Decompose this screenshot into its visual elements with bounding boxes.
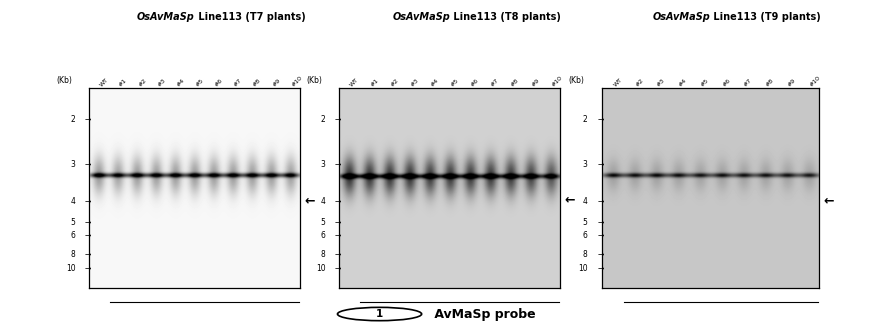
Text: →: → <box>85 230 91 240</box>
Text: 4: 4 <box>320 196 325 206</box>
Text: →: → <box>335 263 341 273</box>
Text: Line113 (T7 plants): Line113 (T7 plants) <box>195 12 305 22</box>
Text: →: → <box>597 249 603 259</box>
Text: ←: ← <box>565 193 575 207</box>
Text: 3: 3 <box>582 160 588 169</box>
Text: →: → <box>335 217 341 227</box>
Text: (Kb): (Kb) <box>306 76 322 85</box>
Text: ←: ← <box>824 194 834 208</box>
Text: 8: 8 <box>71 249 75 259</box>
Text: 2: 2 <box>71 115 75 124</box>
Text: 2: 2 <box>583 115 588 124</box>
Text: 5: 5 <box>70 217 75 227</box>
Text: 10: 10 <box>316 263 325 273</box>
Text: →: → <box>597 263 603 273</box>
Text: Line113 (T9 plants): Line113 (T9 plants) <box>710 12 821 22</box>
Text: 10: 10 <box>66 263 75 273</box>
Text: 4: 4 <box>70 196 75 206</box>
Text: 5: 5 <box>320 217 325 227</box>
Text: →: → <box>85 217 91 227</box>
Text: (Kb): (Kb) <box>56 76 72 85</box>
Text: 2: 2 <box>321 115 325 124</box>
Text: →: → <box>85 160 91 169</box>
Text: →: → <box>597 217 603 227</box>
Text: →: → <box>85 115 91 124</box>
Text: ←: ← <box>304 194 315 208</box>
Text: 6: 6 <box>70 230 75 240</box>
Text: Line113 (T8 plants): Line113 (T8 plants) <box>450 12 560 22</box>
Text: 8: 8 <box>321 249 325 259</box>
Text: 4: 4 <box>582 196 588 206</box>
Text: →: → <box>597 230 603 240</box>
Text: →: → <box>85 249 91 259</box>
Text: OsAvMaSp: OsAvMaSp <box>392 12 450 22</box>
Text: →: → <box>335 115 341 124</box>
Text: 3: 3 <box>70 160 75 169</box>
Text: AvMaSp probe: AvMaSp probe <box>430 307 536 321</box>
Text: 1: 1 <box>376 309 383 319</box>
Text: →: → <box>85 196 91 206</box>
Text: 5: 5 <box>582 217 588 227</box>
Text: 3: 3 <box>320 160 325 169</box>
Text: →: → <box>85 263 91 273</box>
Text: →: → <box>335 230 341 240</box>
Text: OsAvMaSp: OsAvMaSp <box>652 12 710 22</box>
Text: →: → <box>335 160 341 169</box>
Text: 6: 6 <box>582 230 588 240</box>
Text: →: → <box>597 160 603 169</box>
Text: →: → <box>597 115 603 124</box>
Text: OsAvMaSp: OsAvMaSp <box>137 12 195 22</box>
Text: →: → <box>597 196 603 206</box>
Text: →: → <box>335 196 341 206</box>
Text: 6: 6 <box>320 230 325 240</box>
Text: (Kb): (Kb) <box>568 76 584 85</box>
Text: →: → <box>335 249 341 259</box>
Text: 8: 8 <box>583 249 588 259</box>
Text: 10: 10 <box>578 263 588 273</box>
